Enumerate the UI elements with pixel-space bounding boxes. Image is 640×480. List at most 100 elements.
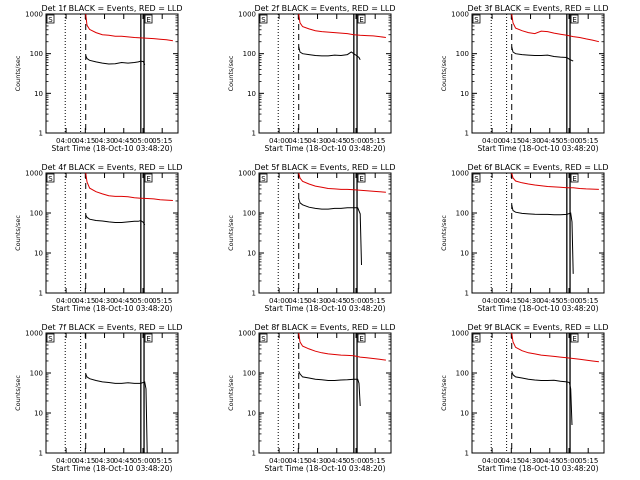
series-lld-line [511,173,599,190]
x-tick-label: 04:45 [540,297,560,305]
series-lld-line [298,173,386,193]
end-box [570,333,579,343]
series-events-line [85,55,146,66]
x-tick-label: 04:45 [327,297,347,305]
y-tick-label: 100 [30,210,43,218]
x-tick-label: 05:00 [133,457,153,465]
y-tick-label: 100 [456,50,469,58]
plot-frame [45,13,179,134]
x-axis-label: Start Time (18-Oct-10 03:48:20) [51,144,172,153]
x-tick-label: 04:45 [114,137,134,145]
x-tick-label: 04:15 [288,457,308,465]
end-box-label: E [146,16,150,24]
x-tick-label: 04:30 [307,457,327,465]
end-box [570,14,579,24]
y-tick-label: 1 [39,130,43,138]
x-tick-label: 04:30 [94,137,114,145]
panel-det-9: Det 9f BLACK = Events, RED = LLD 1 10 100 10… [440,323,609,473]
y-tick-label: 10 [247,410,256,418]
start-box [259,173,268,183]
y-tick-label: 10 [34,90,43,98]
x-tick-label: 04:15 [75,457,95,465]
panel-det-4: Det 4f BLACK = Events, RED = LLD 1 10 100 10… [14,163,183,313]
start-box-label: S [48,175,53,183]
y-axis-label: Counts/sec [440,375,448,411]
x-tick-label: 05:00 [559,297,579,305]
x-tick-label: 05:15 [152,457,172,465]
y-tick-label: 10 [34,250,43,258]
y-tick-label: 1 [39,450,43,458]
end-box [144,14,153,24]
x-tick-label: 04:00 [56,457,76,465]
start-box [472,333,481,343]
start-box-label: S [261,335,266,343]
y-axis-label: Counts/sec [227,55,235,91]
start-box [472,173,481,183]
plot-frame [258,13,392,134]
panel-title: Det 8f BLACK = Events, RED = LLD [254,323,395,332]
plot-frame [471,172,605,294]
x-tick-label: 04:30 [307,137,327,145]
panel-title: Det 1f BLACK = Events, RED = LLD [41,4,182,13]
end-box [570,173,579,183]
series-lld-line [85,173,173,201]
panel-det-6: Det 6f BLACK = Events, RED = LLD 1 10 100 10… [440,163,609,313]
panel-title: Det 9f BLACK = Events, RED = LLD [467,323,608,332]
x-tick-label: 04:15 [75,297,95,305]
x-tick-label: 04:15 [501,457,521,465]
x-tick-label: 05:00 [346,137,366,145]
y-tick-label: 1 [252,290,256,298]
x-tick-label: 04:15 [501,137,521,145]
x-tick-label: 04:30 [520,297,540,305]
y-axis-label: Counts/sec [14,215,22,251]
x-tick-label: 04:30 [520,457,540,465]
y-tick-label: 1000 [25,170,43,178]
y-tick-label: 1 [465,450,469,458]
end-box-label: E [359,335,363,343]
panel-det-2: Det 2f BLACK = Events, RED = LLD 1 10 100 10… [227,4,396,153]
x-tick-label: 05:15 [365,137,385,145]
y-tick-label: 1000 [451,11,469,19]
x-tick-label: 04:00 [56,297,76,305]
y-tick-label: 1 [465,290,469,298]
start-box [46,333,55,343]
end-box [357,14,366,24]
x-tick-label: 04:30 [94,457,114,465]
y-tick-label: 10 [460,90,469,98]
start-box [46,14,55,24]
start-box-label: S [474,16,479,24]
y-tick-label: 1000 [238,330,256,338]
x-tick-label: 04:00 [482,457,502,465]
y-axis-label: Counts/sec [227,215,235,251]
x-tick-label: 04:00 [269,297,289,305]
end-box-label: E [572,335,576,343]
end-box-label: E [146,335,150,343]
series-lld-line [298,333,386,361]
y-tick-label: 1000 [451,170,469,178]
y-axis-label: Counts/sec [440,55,448,91]
panel-det-5: Det 5f BLACK = Events, RED = LLD 1 10 100 10… [227,163,396,313]
panel-det-1: Det 1f BLACK = Events, RED = LLD 1 10 100 10… [14,4,183,153]
panel-det-7: Det 7f BLACK = Events, RED = LLD 1 10 100 10… [14,323,183,473]
series-events-line [85,214,146,226]
x-axis-label: Start Time (18-Oct-10 03:48:20) [264,464,385,473]
y-tick-label: 10 [460,250,469,258]
x-tick-label: 05:15 [578,457,598,465]
panel-det-3: Det 3f BLACK = Events, RED = LLD 1 10 100 10… [440,4,609,153]
plot-frame [471,332,605,454]
panel-title: Det 4f BLACK = Events, RED = LLD [41,163,182,172]
y-tick-label: 1 [39,290,43,298]
x-axis-label: Start Time (18-Oct-10 03:48:20) [264,144,385,153]
end-box-label: E [572,175,576,183]
panel-det-8: Det 8f BLACK = Events, RED = LLD 1 10 100 10… [227,323,396,473]
start-box [46,173,55,183]
y-tick-label: 10 [247,90,256,98]
start-box-label: S [261,16,266,24]
end-box [357,173,366,183]
x-tick-label: 04:00 [482,297,502,305]
x-tick-label: 04:45 [114,457,134,465]
y-tick-label: 1000 [238,11,256,19]
x-tick-label: 04:15 [288,137,308,145]
y-tick-label: 10 [247,250,256,258]
